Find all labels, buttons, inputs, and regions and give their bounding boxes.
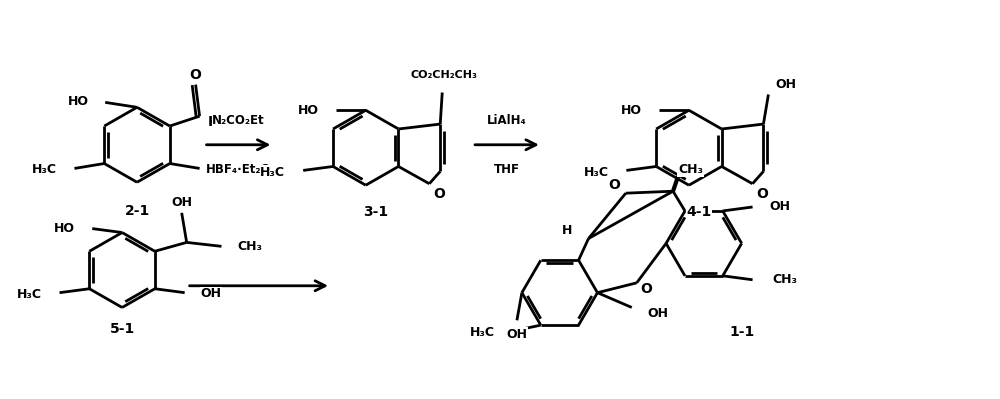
Text: OH: OH bbox=[171, 196, 192, 209]
Text: H₃C: H₃C bbox=[470, 326, 495, 338]
Text: CH₃: CH₃ bbox=[237, 240, 262, 253]
Text: 3-1: 3-1 bbox=[363, 205, 388, 219]
Text: O: O bbox=[190, 68, 202, 82]
Text: O: O bbox=[641, 282, 653, 296]
Text: HO: HO bbox=[68, 95, 89, 108]
Text: 2-1: 2-1 bbox=[124, 204, 150, 218]
Text: HO: HO bbox=[621, 104, 642, 117]
Text: O: O bbox=[608, 178, 620, 192]
Text: OH: OH bbox=[648, 307, 669, 320]
Text: OH: OH bbox=[776, 78, 797, 91]
Text: OH: OH bbox=[201, 287, 222, 300]
Text: HBF₄·Et₂O: HBF₄·Et₂O bbox=[206, 163, 271, 176]
Text: H₃C: H₃C bbox=[17, 288, 42, 301]
Text: H: H bbox=[208, 115, 219, 129]
Text: 1-1: 1-1 bbox=[729, 325, 754, 339]
Text: H₃C: H₃C bbox=[32, 163, 57, 176]
Text: OH: OH bbox=[506, 328, 527, 341]
Text: OH: OH bbox=[215, 164, 236, 177]
Text: O: O bbox=[433, 187, 445, 201]
Text: LiAlH₄: LiAlH₄ bbox=[487, 114, 527, 126]
Text: OH: OH bbox=[769, 200, 790, 213]
Text: H: H bbox=[561, 224, 572, 237]
Text: CH₃: CH₃ bbox=[772, 273, 797, 286]
Text: O: O bbox=[757, 187, 768, 201]
Text: HO: HO bbox=[54, 222, 75, 235]
Text: CO₂CH₂CH₃: CO₂CH₂CH₃ bbox=[411, 70, 478, 80]
Text: CH₃: CH₃ bbox=[678, 163, 703, 176]
Text: H₃C: H₃C bbox=[260, 166, 285, 179]
Text: HO: HO bbox=[298, 104, 319, 117]
Text: 4-1: 4-1 bbox=[686, 205, 712, 219]
Text: 5-1: 5-1 bbox=[109, 322, 135, 336]
Text: N₂CO₂Et: N₂CO₂Et bbox=[212, 114, 265, 126]
Text: THF: THF bbox=[494, 163, 520, 176]
Text: H₃C: H₃C bbox=[583, 166, 608, 179]
